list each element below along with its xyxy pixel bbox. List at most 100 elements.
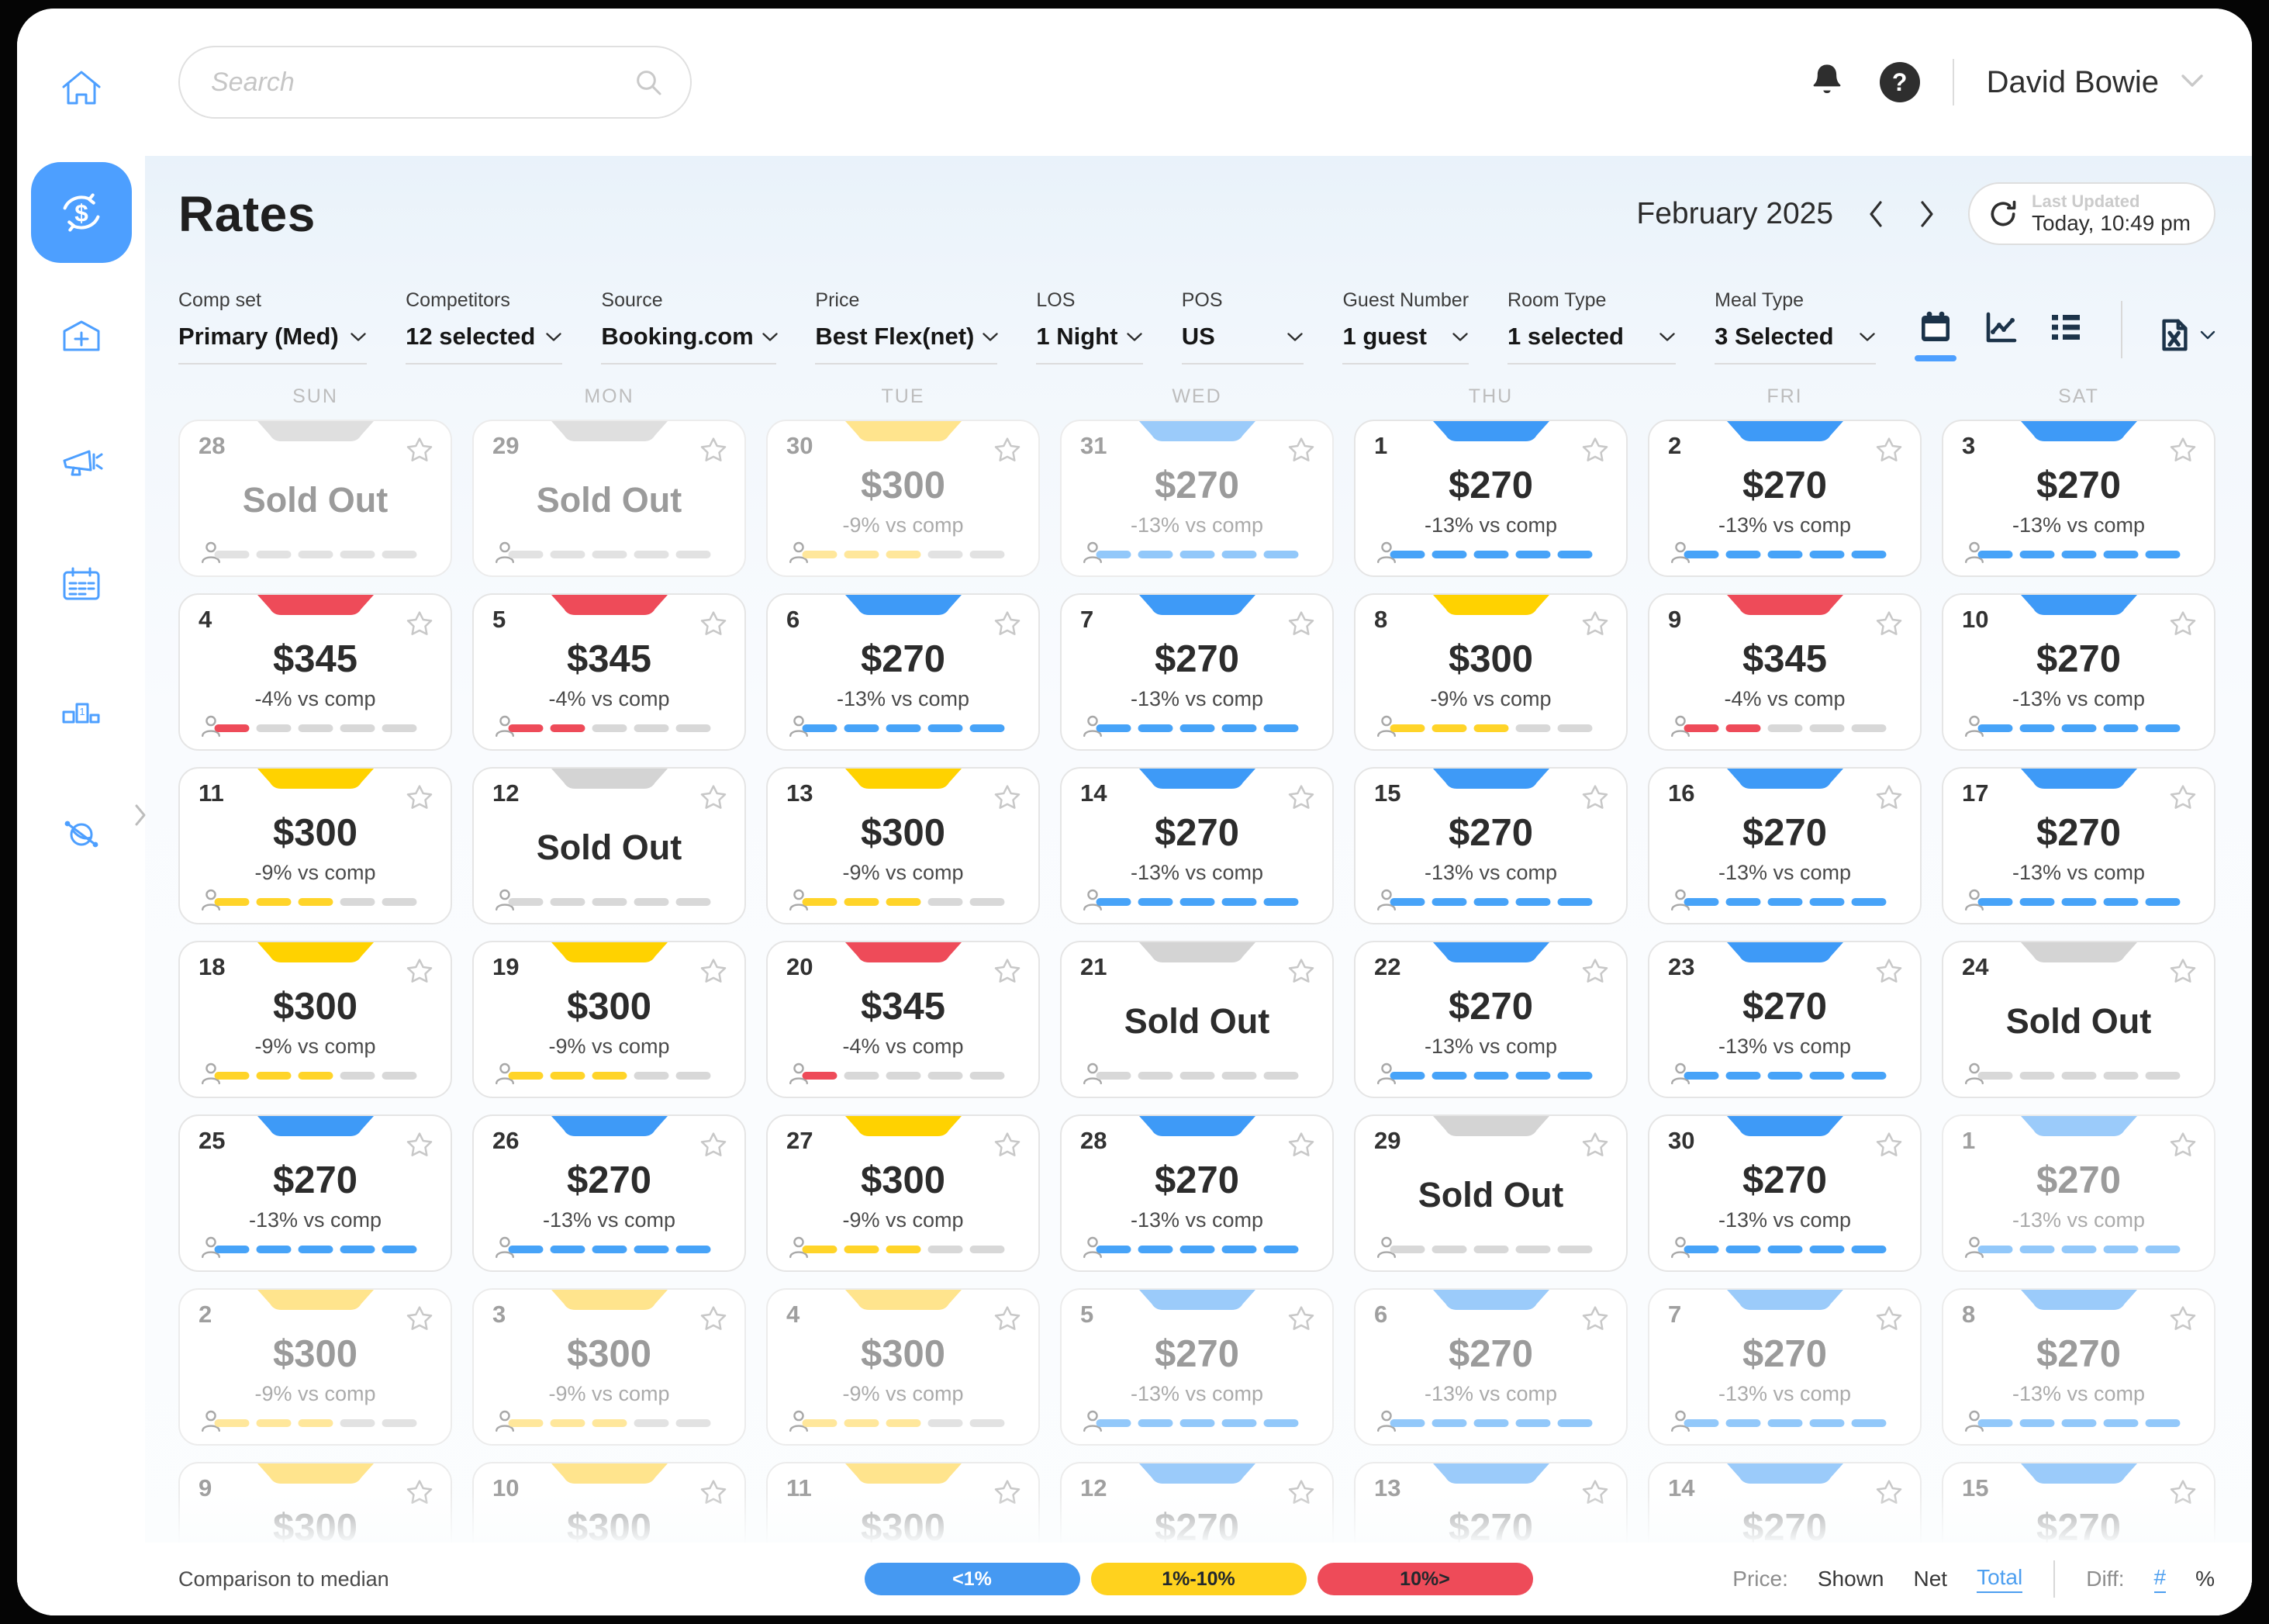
star-icon[interactable] [992,783,1023,814]
star-icon[interactable] [992,1304,1023,1335]
day-cell[interactable]: 28 $270 -13% vs comp [1060,1114,1334,1272]
star-icon[interactable] [992,1130,1023,1161]
diff-option-[interactable]: # [2153,1565,2167,1593]
star-icon[interactable] [698,1130,729,1161]
filter-dropdown[interactable]: LOS 1 Night [1036,289,1143,365]
star-icon[interactable] [1286,1130,1317,1161]
star-icon[interactable] [2167,435,2198,466]
day-cell[interactable]: 2 $300 -9% vs comp [178,1288,452,1446]
sidebar-item-network[interactable] [17,771,145,895]
day-cell[interactable]: 30 $270 -13% vs comp [1648,1114,1922,1272]
star-icon[interactable] [698,435,729,466]
price-option-total[interactable]: Total [1977,1565,2023,1593]
day-cell[interactable]: 10 $270 -13% vs comp [1942,593,2215,751]
star-icon[interactable] [992,1477,1023,1508]
filter-dropdown[interactable]: Competitors 12 selected [406,289,563,365]
star-icon[interactable] [404,609,435,640]
star-icon[interactable] [1874,435,1905,466]
star-icon[interactable] [2167,1130,2198,1161]
star-icon[interactable] [1874,609,1905,640]
user-menu[interactable]: David Bowie [1987,65,2204,100]
star-icon[interactable] [698,783,729,814]
star-icon[interactable] [1580,609,1611,640]
notifications-button[interactable] [1807,60,1847,105]
price-option-net[interactable]: Net [1913,1567,1948,1591]
sidebar-item-home[interactable] [17,26,145,150]
day-cell[interactable]: 30 $300 -9% vs comp [766,420,1040,577]
star-icon[interactable] [2167,609,2198,640]
star-icon[interactable] [1286,1304,1317,1335]
help-button[interactable]: ? [1879,62,1920,102]
star-icon[interactable] [698,956,729,987]
star-icon[interactable] [1286,956,1317,987]
day-cell[interactable]: 8 $300 -9% vs comp [1354,593,1628,751]
star-icon[interactable] [404,956,435,987]
day-cell[interactable]: 29 Sold Out [1354,1114,1628,1272]
filter-dropdown[interactable]: Comp set Primary (Med) [178,289,368,365]
day-cell[interactable]: 13 $300 -9% vs comp [766,767,1040,924]
day-cell[interactable]: 14 $270 -13% vs comp [1060,767,1334,924]
star-icon[interactable] [2167,1477,2198,1508]
star-icon[interactable] [404,1130,435,1161]
day-cell[interactable]: 8 $270 -13% vs comp [1942,1288,2215,1446]
day-cell[interactable]: 17 $270 -13% vs comp [1942,767,2215,924]
day-cell[interactable]: 2 $270 -13% vs comp [1648,420,1922,577]
sidebar-item-rankings[interactable]: 1 [17,647,145,771]
day-cell[interactable]: 21 Sold Out [1060,941,1334,1098]
last-updated-pill[interactable]: Last Updated Today, 10:49 pm [1968,182,2215,246]
list-view-button[interactable] [2045,309,2087,361]
day-cell[interactable]: 19 $300 -9% vs comp [472,941,746,1098]
day-cell[interactable]: 7 $270 -13% vs comp [1060,593,1334,751]
next-month-button[interactable] [1918,200,1936,228]
star-icon[interactable] [2167,783,2198,814]
star-icon[interactable] [2167,1304,2198,1335]
day-cell[interactable]: 7 $270 -13% vs comp [1648,1288,1922,1446]
day-cell[interactable]: 23 $270 -13% vs comp [1648,941,1922,1098]
day-cell[interactable]: 9 $345 -4% vs comp [1648,593,1922,751]
prev-month-button[interactable] [1867,200,1884,228]
day-cell[interactable]: 1 $270 -13% vs comp [1942,1114,2215,1272]
star-icon[interactable] [1874,956,1905,987]
filter-dropdown[interactable]: POS US [1181,289,1304,365]
day-cell[interactable]: 5 $345 -4% vs comp [472,593,746,751]
filter-dropdown[interactable]: Source Booking.com [601,289,778,365]
star-icon[interactable] [404,1304,435,1335]
filter-dropdown[interactable]: Room Type 1 selected [1507,289,1677,365]
star-icon[interactable] [1874,783,1905,814]
star-icon[interactable] [1580,1130,1611,1161]
day-cell[interactable]: 18 $300 -9% vs comp [178,941,452,1098]
calendar-view-button[interactable] [1915,309,1956,361]
day-cell[interactable]: 11 $300 -9% vs comp [178,767,452,924]
day-cell[interactable]: 5 $270 -13% vs comp [1060,1288,1334,1446]
day-cell[interactable]: 16 $270 -13% vs comp [1648,767,1922,924]
price-option-shown[interactable]: Shown [1817,1567,1884,1591]
star-icon[interactable] [698,1477,729,1508]
star-icon[interactable] [1874,1304,1905,1335]
day-cell[interactable]: 6 $270 -13% vs comp [766,593,1040,751]
day-cell[interactable]: 3 $300 -9% vs comp [472,1288,746,1446]
day-cell[interactable]: 4 $300 -9% vs comp [766,1288,1040,1446]
star-icon[interactable] [404,1477,435,1508]
day-cell[interactable]: 26 $270 -13% vs comp [472,1114,746,1272]
star-icon[interactable] [1580,1477,1611,1508]
day-cell[interactable]: 31 $270 -13% vs comp [1060,420,1334,577]
sidebar-expand-handle[interactable] [125,793,156,837]
star-icon[interactable] [992,956,1023,987]
filter-dropdown[interactable]: Meal Type 3 Selected [1715,289,1876,365]
day-cell[interactable]: 24 Sold Out [1942,941,2215,1098]
day-cell[interactable]: 6 $270 -13% vs comp [1354,1288,1628,1446]
diff-option-[interactable]: % [2195,1567,2215,1591]
star-icon[interactable] [698,609,729,640]
day-cell[interactable]: 3 $270 -13% vs comp [1942,420,2215,577]
filter-dropdown[interactable]: Guest Number 1 guest [1342,289,1469,365]
star-icon[interactable] [1286,783,1317,814]
star-icon[interactable] [1580,783,1611,814]
star-icon[interactable] [1286,435,1317,466]
star-icon[interactable] [404,783,435,814]
star-icon[interactable] [1286,1477,1317,1508]
filter-dropdown[interactable]: Price Best Flex(net) [815,289,999,365]
graph-view-button[interactable] [1980,309,2022,361]
day-cell[interactable]: 27 $300 -9% vs comp [766,1114,1040,1272]
star-icon[interactable] [1874,1130,1905,1161]
star-icon[interactable] [1580,956,1611,987]
